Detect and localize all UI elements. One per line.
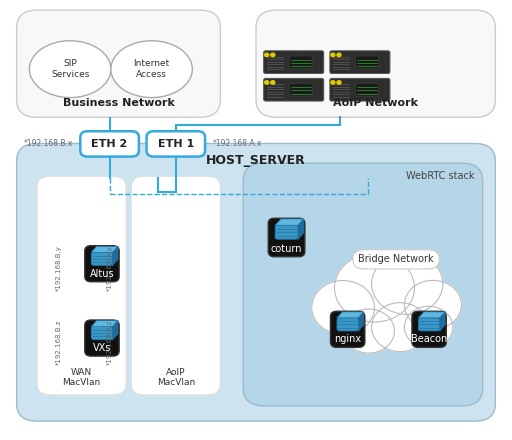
Circle shape <box>331 81 335 84</box>
Text: AoIP Network: AoIP Network <box>333 98 418 108</box>
FancyBboxPatch shape <box>275 225 298 239</box>
Polygon shape <box>113 321 118 340</box>
Circle shape <box>343 309 394 353</box>
Circle shape <box>271 53 275 57</box>
Ellipse shape <box>111 41 193 98</box>
Text: nginx: nginx <box>334 334 361 345</box>
Text: *192.168.B.z: *192.168.B.z <box>56 320 61 365</box>
Text: Altus: Altus <box>90 269 114 279</box>
Text: WebRTC stack: WebRTC stack <box>407 171 475 181</box>
FancyBboxPatch shape <box>337 318 358 331</box>
Polygon shape <box>275 219 304 225</box>
FancyBboxPatch shape <box>17 143 495 421</box>
Circle shape <box>372 253 443 315</box>
Text: Bridge Network: Bridge Network <box>358 254 434 264</box>
Text: HOST_SERVER: HOST_SERVER <box>206 154 306 167</box>
FancyBboxPatch shape <box>268 218 305 257</box>
FancyBboxPatch shape <box>91 326 113 340</box>
FancyBboxPatch shape <box>37 176 126 395</box>
FancyBboxPatch shape <box>353 250 439 269</box>
Circle shape <box>334 253 414 322</box>
FancyBboxPatch shape <box>243 163 483 406</box>
Circle shape <box>331 53 335 57</box>
Circle shape <box>265 53 269 57</box>
Polygon shape <box>440 312 445 331</box>
Text: *192.168.A.y: *192.168.A.y <box>106 245 113 291</box>
Circle shape <box>265 81 269 84</box>
Polygon shape <box>113 246 118 265</box>
Text: Beacon: Beacon <box>411 334 447 345</box>
Circle shape <box>404 306 453 348</box>
Polygon shape <box>358 312 364 331</box>
Text: Business Network: Business Network <box>62 98 175 108</box>
FancyBboxPatch shape <box>330 311 365 347</box>
FancyBboxPatch shape <box>356 84 378 96</box>
Text: coturn: coturn <box>271 244 302 253</box>
Text: *192.168.A.x: *192.168.A.x <box>212 139 262 148</box>
Text: *192.168.B.y: *192.168.B.y <box>56 245 61 291</box>
FancyBboxPatch shape <box>131 176 220 395</box>
Circle shape <box>337 81 341 84</box>
Text: ETH 1: ETH 1 <box>158 139 194 149</box>
FancyBboxPatch shape <box>264 78 324 101</box>
Text: AoIP
MacVlan: AoIP MacVlan <box>157 367 195 387</box>
Text: SIP
Services: SIP Services <box>51 59 89 79</box>
Ellipse shape <box>29 41 111 98</box>
Polygon shape <box>91 246 118 252</box>
FancyBboxPatch shape <box>80 131 139 157</box>
FancyBboxPatch shape <box>289 56 312 69</box>
Circle shape <box>312 281 374 334</box>
FancyBboxPatch shape <box>418 318 440 331</box>
Polygon shape <box>91 321 118 326</box>
FancyBboxPatch shape <box>256 10 495 117</box>
Circle shape <box>337 53 341 57</box>
FancyBboxPatch shape <box>146 131 205 157</box>
Circle shape <box>271 81 275 84</box>
FancyBboxPatch shape <box>330 78 390 101</box>
Polygon shape <box>337 312 364 318</box>
Circle shape <box>404 280 461 329</box>
FancyBboxPatch shape <box>17 10 220 117</box>
FancyBboxPatch shape <box>412 311 446 347</box>
FancyBboxPatch shape <box>85 320 119 356</box>
FancyBboxPatch shape <box>289 84 312 96</box>
FancyBboxPatch shape <box>264 51 324 73</box>
Circle shape <box>372 303 429 352</box>
Text: *192.168.B.x: *192.168.B.x <box>24 139 73 148</box>
FancyBboxPatch shape <box>330 51 390 73</box>
Text: Internet
Access: Internet Access <box>134 59 170 79</box>
Text: ETH 2: ETH 2 <box>92 139 127 149</box>
Text: *192.168.A.z: *192.168.A.z <box>106 320 113 365</box>
Text: WAN
MacVlan: WAN MacVlan <box>62 367 101 387</box>
Text: VXs: VXs <box>93 343 111 353</box>
FancyBboxPatch shape <box>85 246 119 282</box>
Polygon shape <box>298 219 304 239</box>
FancyBboxPatch shape <box>356 56 378 69</box>
FancyBboxPatch shape <box>91 252 113 265</box>
Polygon shape <box>418 312 445 318</box>
